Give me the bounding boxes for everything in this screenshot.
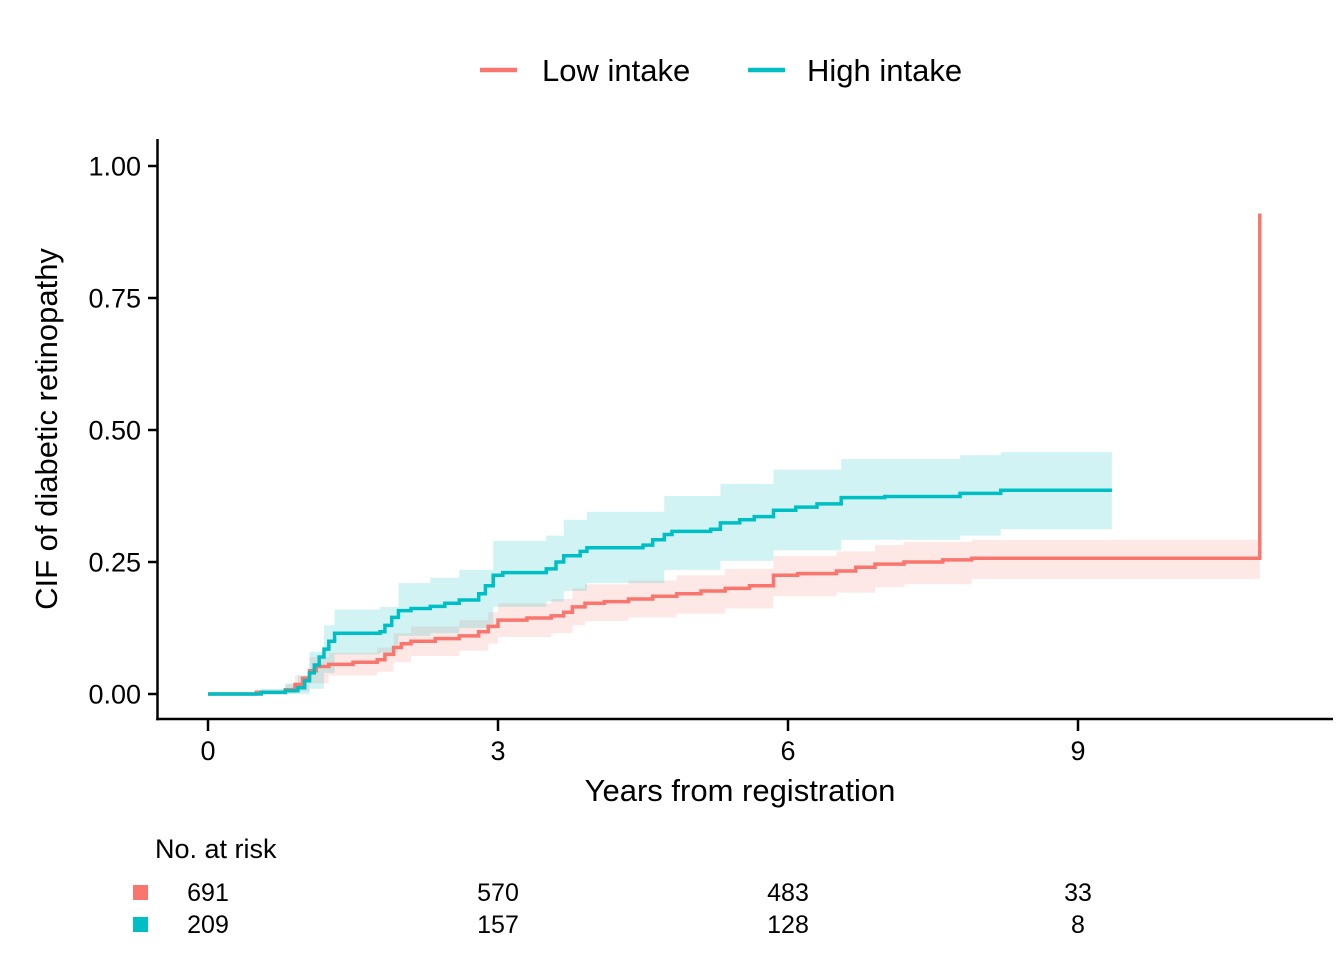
x-tick-label: 0	[200, 736, 215, 766]
risk-count-low-intake: 33	[1064, 879, 1092, 907]
y-tick-label: 1.00	[88, 152, 141, 182]
risk-count-low-intake: 691	[187, 879, 229, 907]
legend-label-low-intake: Low intake	[542, 53, 690, 88]
y-tick-label: 0.50	[88, 416, 141, 446]
risk-row-key-high-intake	[133, 917, 148, 932]
risk-row-key-low-intake	[133, 885, 148, 900]
y-tick-label: 0.25	[88, 548, 141, 578]
risk-count-low-intake: 483	[767, 879, 809, 907]
cif-curve-high-intake	[208, 488, 1112, 696]
risk-count-low-intake: 570	[477, 879, 519, 907]
cif-curves	[208, 213, 1262, 696]
y-axis-title: CIF of diabetic retinopathy	[29, 248, 64, 610]
y-axis-ticks: 0.00 0.25 0.50 0.75 1.00	[88, 152, 157, 710]
x-axis-title: Years from registration	[585, 773, 896, 808]
risk-table-rows: 691 570 483 33 209 157 128 8	[133, 879, 1092, 939]
confidence-bands	[208, 452, 1260, 694]
y-tick-label: 0.00	[88, 680, 141, 710]
x-tick-label: 3	[490, 736, 505, 766]
y-tick-label: 0.75	[88, 284, 141, 314]
axes: 0.00 0.25 0.50 0.75 1.00 0 3 6 9 CIF of diabeti…	[29, 139, 1333, 808]
risk-count-high-intake: 128	[767, 911, 809, 939]
ci-band-high-intake	[208, 452, 1112, 694]
risk-count-high-intake: 157	[477, 911, 519, 939]
legend-label-high-intake: High intake	[807, 53, 962, 88]
x-tick-label: 9	[1070, 736, 1085, 766]
legend: Low intake High intake	[480, 53, 962, 88]
risk-count-high-intake: 8	[1071, 911, 1085, 939]
x-axis-ticks: 0 3 6 9	[200, 720, 1086, 766]
risk-count-high-intake: 209	[187, 911, 229, 939]
risk-table: No. at risk 691 570 483 33 209 157 128 8	[133, 834, 1092, 939]
cif-curve-low-intake	[208, 213, 1262, 696]
x-tick-label: 6	[780, 736, 795, 766]
ci-band-low-intake	[208, 539, 1260, 694]
risk-table-title: No. at risk	[155, 834, 277, 864]
